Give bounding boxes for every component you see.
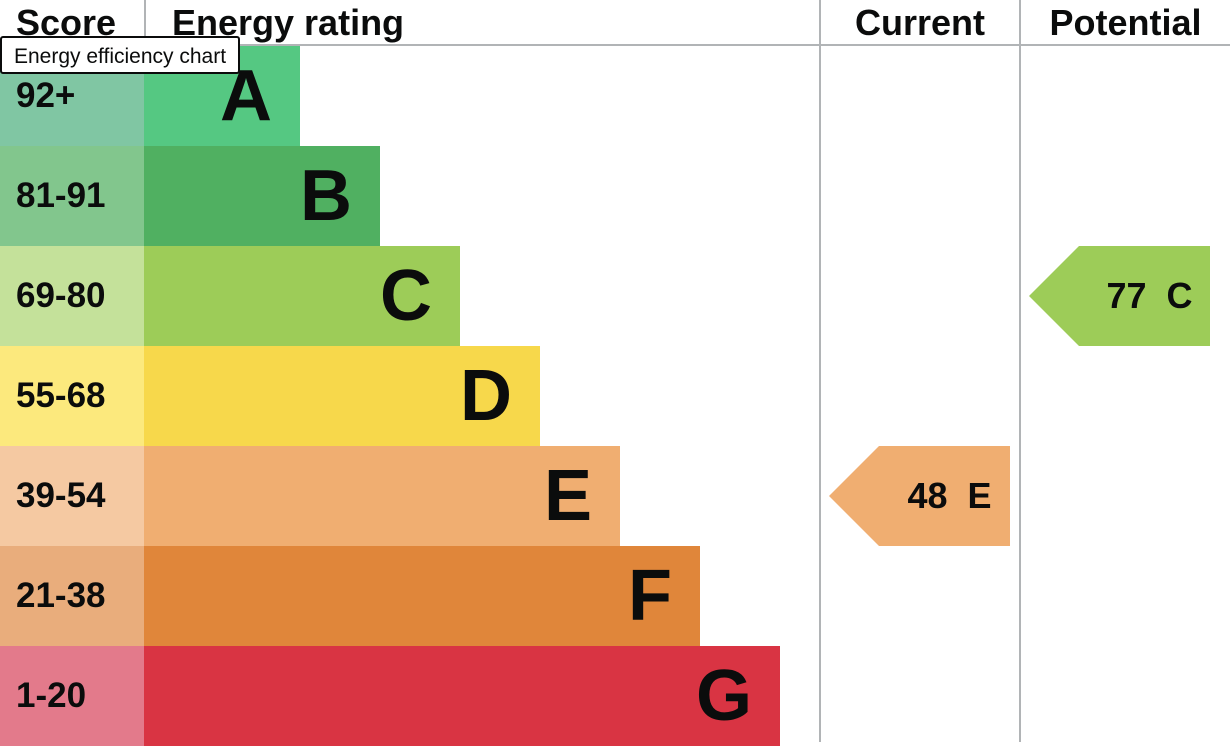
potential-arrow-shape bbox=[1029, 246, 1210, 346]
potential-header: Potential bbox=[1049, 2, 1202, 43]
header-divider bbox=[0, 44, 1230, 46]
rating-band-d: D bbox=[144, 346, 540, 446]
band-letter-g: G bbox=[695, 656, 752, 736]
potential-rating-marker: 77 C bbox=[1029, 246, 1210, 346]
score-range-f: 21-38 bbox=[0, 546, 144, 646]
score-divider bbox=[144, 0, 146, 46]
rating-band-g: G bbox=[144, 646, 780, 746]
rating-band-f: F bbox=[144, 546, 700, 646]
potential-rating-letter: C bbox=[1166, 275, 1193, 316]
score-range-d: 55-68 bbox=[0, 346, 144, 446]
score-range-b: 81-91 bbox=[0, 146, 144, 246]
rating-band-b: B bbox=[144, 146, 380, 246]
band-letter-e: E bbox=[543, 456, 592, 536]
band-letter-c: C bbox=[380, 256, 432, 336]
score-range-c: 69-80 bbox=[0, 246, 144, 346]
energy-chart-tooltip: Energy efficiency chart bbox=[0, 36, 241, 74]
current-rating-letter: E bbox=[967, 475, 992, 516]
rating-band-e: E bbox=[144, 446, 620, 546]
score-range-e: 39-54 bbox=[0, 446, 144, 546]
band-letter-b: B bbox=[300, 156, 352, 236]
band-letter-f: F bbox=[628, 556, 672, 636]
current-score: 48 bbox=[907, 475, 948, 516]
score-range-g: 1-20 bbox=[0, 646, 144, 746]
rating-band-c: C bbox=[144, 246, 460, 346]
potential-score: 77 bbox=[1106, 275, 1147, 316]
current-arrow-shape bbox=[829, 446, 1010, 546]
band-letter-d: D bbox=[460, 356, 512, 436]
potential-divider bbox=[1019, 0, 1021, 742]
current-rating-marker: 48 E bbox=[829, 446, 1010, 546]
current-header: Current bbox=[854, 2, 985, 43]
current-divider bbox=[819, 0, 821, 742]
